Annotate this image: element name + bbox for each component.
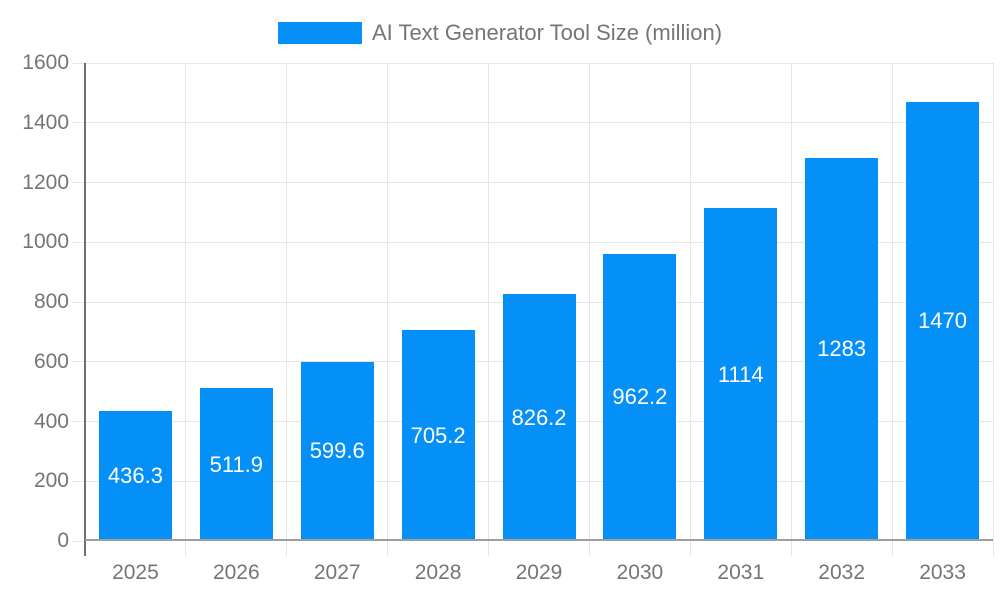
- gridline-vertical: [689, 63, 691, 556]
- gridline-vertical: [891, 63, 893, 556]
- legend-swatch: [277, 22, 362, 44]
- gridline-horizontal: [85, 182, 993, 183]
- y-axis-tick-mark: [72, 361, 85, 363]
- y-axis-tick-mark: [72, 182, 85, 183]
- gridline-vertical: [185, 63, 187, 556]
- bar[interactable]: 826.2: [502, 294, 576, 541]
- y-axis-tick-mark: [72, 540, 85, 542]
- x-axis-tick-label: 2028: [414, 561, 462, 584]
- bar[interactable]: 436.3: [98, 410, 172, 541]
- gridline-vertical: [790, 63, 792, 556]
- x-axis-tick-label: 2031: [717, 561, 765, 584]
- gridline-vertical: [286, 63, 288, 556]
- y-axis-tick-label: 800: [33, 290, 69, 313]
- bar-value-label: 511.9: [209, 451, 264, 477]
- bar-value-label: 1114: [717, 361, 764, 387]
- bar-value-label: 1283: [817, 336, 867, 362]
- y-axis-tick-mark: [72, 122, 85, 124]
- x-axis-tick-label: 2026: [212, 561, 260, 584]
- plot-area: 436.3 511.9 599.6 705.2 826.2 962.2 1114 1283 14…: [84, 62, 994, 556]
- y-axis-tick-label: 0: [57, 529, 69, 552]
- gridline-vertical: [992, 63, 994, 556]
- gridline-horizontal: [85, 241, 993, 243]
- y-axis-tick-label: 1400: [22, 110, 69, 134]
- y-axis-tick-label: 400: [33, 409, 69, 433]
- y-axis-tick-label: 1200: [22, 170, 69, 194]
- bar-value-label: 705.2: [410, 422, 466, 448]
- y-axis-labels: 0 200 400 600 800 1000 1200 1400 1600: [0, 51, 85, 552]
- bar-value-label: 599.6: [309, 438, 365, 464]
- gridline-vertical: [588, 63, 590, 556]
- y-axis-tick-label: 1600: [22, 51, 69, 74]
- gridline-vertical: [387, 63, 389, 556]
- x-axis-tick-label: 2027: [313, 561, 361, 584]
- bar-value-label: 1470: [918, 308, 968, 334]
- y-axis-tick-label: 1000: [22, 230, 69, 254]
- x-axis-tick-label: 2032: [818, 561, 866, 584]
- x-axis-tick-label: 2025: [112, 561, 159, 584]
- gridline-horizontal: [85, 122, 993, 124]
- bar-value-label: 962.2: [612, 384, 668, 410]
- x-axis-tick-label: 2033: [919, 561, 966, 584]
- legend[interactable]: AI Text Generator Tool Size (million): [0, 19, 1000, 47]
- y-axis-tick-label: 600: [33, 349, 69, 373]
- y-axis-line: [84, 63, 86, 556]
- bar[interactable]: 705.2: [401, 330, 475, 541]
- bar[interactable]: 1283: [805, 157, 879, 541]
- y-axis-tick-mark: [72, 62, 85, 64]
- x-axis-tick-label: 2030: [616, 561, 664, 584]
- x-axis-baseline: [85, 539, 993, 541]
- bar[interactable]: 511.9: [199, 388, 273, 541]
- bar-value-label: 826.2: [511, 404, 567, 430]
- bar-value-label: 436.3: [107, 462, 163, 488]
- legend-label: AI Text Generator Tool Size (million): [371, 20, 723, 45]
- gridline-vertical: [488, 63, 490, 556]
- y-axis-tick-mark: [72, 421, 85, 422]
- y-axis-tick-mark: [72, 480, 85, 482]
- y-axis-tick-mark: [72, 301, 85, 303]
- bar[interactable]: 599.6: [300, 361, 374, 541]
- bar[interactable]: 1470: [906, 101, 980, 541]
- y-axis-tick-mark: [72, 241, 85, 243]
- y-axis-tick-label: 200: [33, 469, 69, 493]
- x-axis-labels: 2025 2026 2027 2028 2029 2030 2031 2032 2033: [85, 560, 993, 590]
- bar[interactable]: 962.2: [603, 253, 677, 541]
- bar[interactable]: 1114: [704, 208, 778, 541]
- gridline-horizontal: [85, 62, 993, 64]
- x-axis-tick-label: 2029: [515, 561, 563, 584]
